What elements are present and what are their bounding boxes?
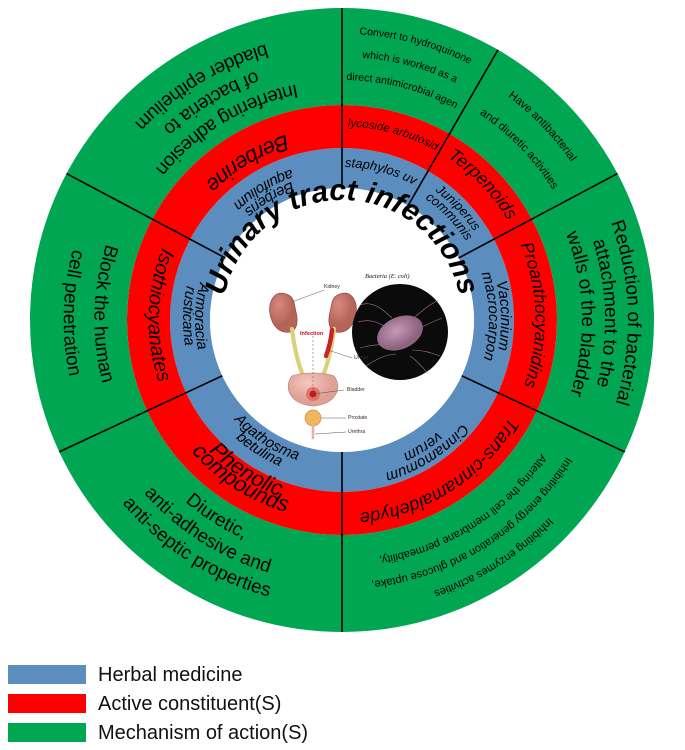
segment-divider [461, 375, 626, 453]
legend: Herbal medicine Active constituent(S) Me… [8, 660, 678, 747]
ring-herbal-medicine-juniperus [408, 171, 494, 259]
prostate [304, 409, 322, 427]
ring-active-constituent-berberis [152, 105, 342, 240]
legend-swatch-active-constituent [8, 694, 86, 713]
legend-label-herbal-medicine: Herbal medicine [98, 663, 243, 686]
bacteria-caption: Bacteria (E. coli) [365, 273, 410, 280]
label-herbal-medicine-armoracia: Armoracia [191, 280, 213, 350]
ring-active-constituent-vaccinium [493, 219, 557, 411]
leader-urethra [314, 431, 347, 435]
ring-herbal-medicine-berberis [190, 148, 342, 259]
kidney-left [269, 292, 298, 333]
ring-herbal-medicine-cinnamomum [342, 375, 498, 492]
legend-row-active-constituent: Active constituent(S) [8, 689, 678, 718]
ring-mechanism-of-action-vaccinium [531, 173, 654, 452]
leader-bladder [312, 389, 345, 395]
leader-ureter [327, 349, 353, 359]
label-herbal-medicine-armoracia: rusticana [179, 285, 200, 347]
ring-active-constituent-agathosma [147, 392, 342, 535]
ring-herbal-medicine-armoracia [170, 239, 226, 393]
bacteria-cell [377, 315, 423, 351]
ring-layers [30, 7, 654, 632]
segment-divider [58, 375, 223, 453]
anatomy-label-prostate: Prostate [348, 415, 368, 421]
ring-mechanism-of-action-cinnamomum [342, 410, 625, 632]
ring-active-constituent-arctostaphylos [342, 105, 450, 172]
legend-swatch-herbal-medicine [8, 665, 86, 684]
anatomy-label-bladder: Bladder [347, 387, 365, 393]
anatomy-label-urethra: Urethra [348, 429, 366, 435]
ring-mechanism-of-action-armoracia [30, 173, 153, 452]
legend-swatch-mechanism-of-action [8, 723, 86, 742]
ring-herbal-medicine-agathosma [186, 375, 342, 492]
anatomy-label-ureter: Ureter [354, 355, 369, 361]
ring-mechanism-of-action-juniperus [449, 49, 618, 220]
urinary-tract-illustration [269, 289, 357, 440]
segment-divider [458, 172, 618, 259]
legend-row-mechanism-of-action: Mechanism of action(S) [8, 718, 678, 747]
anatomy-label-kidney: Kidney [324, 284, 340, 290]
kidney-right [328, 292, 357, 333]
segment-divider [407, 49, 499, 207]
legend-row-herbal-medicine: Herbal medicine [8, 660, 678, 689]
leader-kidney [291, 289, 325, 303]
ring-herbal-medicine-vaccinium [458, 239, 515, 393]
ring-mechanism-of-action-agathosma [59, 410, 343, 632]
ring-active-constituent-cinnamomum [342, 392, 537, 535]
legend-label-mechanism-of-action: Mechanism of action(S) [98, 721, 309, 744]
segment-dividers [58, 8, 626, 632]
ring-mechanism-of-action-arctostaphylos [342, 8, 498, 134]
ring-herbal-medicine-arctostaphylos [342, 148, 428, 206]
ring-active-constituent-armoracia [127, 219, 191, 411]
anatomy-label-infection: Infection [300, 331, 324, 337]
label-herbal-medicine-vaccinium: Vaccinium [493, 279, 515, 352]
infection-site-ureter [323, 327, 335, 359]
ring-mechanism-of-action-berberis [66, 7, 342, 220]
segment-divider [66, 172, 226, 259]
ring-active-constituent-juniperus [428, 133, 532, 240]
legend-label-active-constituent: Active constituent(S) [98, 692, 282, 715]
bacteria-image [352, 284, 448, 380]
